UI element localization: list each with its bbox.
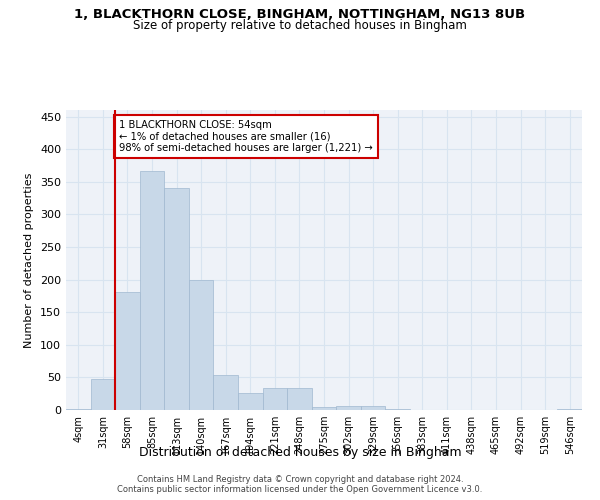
Y-axis label: Number of detached properties: Number of detached properties	[25, 172, 34, 348]
Text: 1 BLACKTHORN CLOSE: 54sqm
← 1% of detached houses are smaller (16)
98% of semi-d: 1 BLACKTHORN CLOSE: 54sqm ← 1% of detach…	[119, 120, 373, 153]
Bar	[312, 406, 336, 410]
Text: Size of property relative to detached houses in Bingham: Size of property relative to detached ho…	[133, 18, 467, 32]
Text: Contains HM Land Registry data © Crown copyright and database right 2024.
Contai: Contains HM Land Registry data © Crown c…	[118, 474, 482, 494]
Text: 1, BLACKTHORN CLOSE, BINGHAM, NOTTINGHAM, NG13 8UB: 1, BLACKTHORN CLOSE, BINGHAM, NOTTINGHAM…	[74, 8, 526, 20]
Bar	[214, 376, 238, 410]
Bar	[115, 292, 140, 410]
Bar	[557, 408, 582, 410]
Bar	[336, 406, 361, 410]
Bar	[164, 188, 189, 410]
Bar	[385, 408, 410, 410]
Bar	[140, 170, 164, 410]
Bar	[189, 280, 214, 410]
Bar	[287, 388, 312, 410]
Bar	[263, 388, 287, 410]
Bar	[91, 378, 115, 410]
Bar	[361, 406, 385, 410]
Bar	[238, 393, 263, 410]
Text: Distribution of detached houses by size in Bingham: Distribution of detached houses by size …	[139, 446, 461, 459]
Bar	[66, 408, 91, 410]
